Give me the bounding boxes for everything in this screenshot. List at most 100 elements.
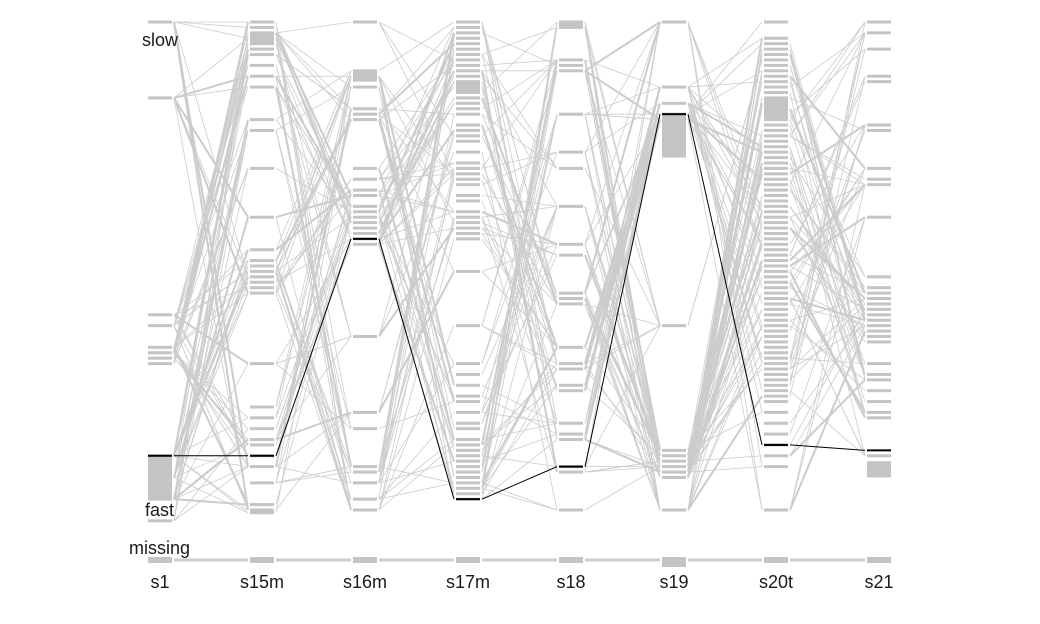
flow-line bbox=[275, 216, 352, 272]
flow-line bbox=[173, 352, 249, 457]
flow-line bbox=[687, 38, 763, 456]
s17m-level-bar bbox=[456, 362, 480, 366]
s16m-level-bar bbox=[353, 107, 377, 111]
flow-line bbox=[378, 76, 455, 500]
highlight-tick bbox=[764, 443, 788, 446]
flow-line bbox=[481, 135, 558, 294]
s17m-level-bar bbox=[456, 427, 480, 431]
s18-level-bar bbox=[559, 508, 583, 512]
s17m-level-bar bbox=[456, 177, 480, 181]
flow-line bbox=[378, 238, 455, 511]
flow-line bbox=[378, 162, 455, 180]
s15m-level-bar bbox=[250, 85, 274, 89]
s17m-level-bar bbox=[456, 486, 480, 490]
flow-line bbox=[789, 298, 866, 456]
s19-level-bar bbox=[662, 20, 686, 24]
s17m-level-bar bbox=[456, 150, 480, 154]
s16m-level-bar bbox=[353, 334, 377, 338]
s18-level-bar bbox=[559, 63, 583, 67]
highlight-segment bbox=[378, 238, 455, 500]
s16m-level-bar bbox=[353, 194, 377, 198]
s20t-level-bar bbox=[764, 400, 788, 404]
s15m-level-bar bbox=[250, 47, 274, 51]
flow-line bbox=[789, 168, 866, 186]
flow-line bbox=[789, 75, 866, 170]
s21-level-bar bbox=[867, 378, 891, 382]
flow-line bbox=[378, 168, 455, 483]
s1-level-bar bbox=[148, 20, 172, 24]
s20t-level-bar bbox=[764, 58, 788, 62]
s21-level-bar bbox=[867, 362, 891, 366]
flow-line bbox=[378, 217, 455, 483]
highlight-tick bbox=[148, 454, 172, 457]
s20t-level-bar bbox=[764, 199, 788, 203]
flow-line bbox=[687, 336, 763, 511]
s20t-level-bar bbox=[764, 74, 788, 78]
flow-line bbox=[789, 81, 866, 256]
s17m-level-bar bbox=[456, 394, 480, 398]
flow-line bbox=[584, 255, 661, 451]
flow-line bbox=[378, 114, 455, 272]
flow-line bbox=[275, 76, 352, 272]
s17m-level-bar bbox=[456, 107, 480, 111]
flow-line bbox=[275, 411, 352, 441]
s1-level-bar bbox=[148, 356, 172, 360]
s21-level-bar bbox=[867, 31, 891, 35]
s20t-level-bar bbox=[764, 237, 788, 241]
s17m-level-bar bbox=[456, 161, 480, 165]
s17m-level-bar bbox=[456, 421, 480, 425]
highlight-segment bbox=[789, 444, 866, 451]
flow-line bbox=[378, 179, 455, 483]
s17m-level-bar bbox=[456, 324, 480, 328]
flow-line bbox=[275, 217, 352, 505]
s21-level-bar bbox=[867, 123, 891, 127]
flow-line bbox=[173, 466, 249, 522]
s16m-level-bar bbox=[353, 427, 377, 431]
s20t-level-bar bbox=[764, 42, 788, 46]
s18-level-bar bbox=[559, 242, 583, 246]
flow-line bbox=[481, 59, 558, 110]
flow-line bbox=[789, 189, 866, 288]
axis-labels: s1 s15m s16m s17m s18 s19 s20t s21 bbox=[150, 572, 893, 592]
flow-line bbox=[275, 336, 352, 440]
flow-line bbox=[275, 86, 352, 234]
flow-line bbox=[687, 21, 763, 467]
s15m-level-bar bbox=[250, 405, 274, 409]
flow-line bbox=[173, 75, 249, 354]
s18-level-bar bbox=[559, 432, 583, 436]
s17m-level-bar bbox=[456, 438, 480, 442]
s16m-level-bar bbox=[353, 410, 377, 414]
s21-level-bar bbox=[867, 47, 891, 51]
flow-line bbox=[789, 135, 866, 180]
s20t-level-bar bbox=[764, 465, 788, 469]
s21-level-bar bbox=[867, 166, 891, 170]
s20t-level-bar bbox=[764, 367, 788, 371]
s1-level-bar bbox=[148, 313, 172, 317]
flow-line bbox=[378, 211, 455, 240]
s16m-level-bar bbox=[353, 508, 377, 512]
flow-line bbox=[789, 130, 866, 332]
s20t-level-bar bbox=[764, 454, 788, 458]
flow-line bbox=[173, 466, 249, 500]
flow-line bbox=[481, 455, 558, 468]
s20t-level-bar bbox=[764, 259, 788, 263]
flow-line bbox=[789, 48, 866, 115]
flow-line bbox=[687, 97, 763, 467]
flow-line bbox=[789, 81, 866, 337]
flow-line bbox=[378, 444, 455, 511]
flow-line bbox=[481, 114, 558, 413]
s1-level-bar bbox=[148, 351, 172, 355]
s15m-level-bar bbox=[250, 280, 274, 284]
flow-line bbox=[687, 102, 763, 148]
s19-level-bar bbox=[662, 324, 686, 328]
s20t-level-bar bbox=[764, 123, 788, 127]
flow-line bbox=[584, 21, 661, 72]
category-bars bbox=[148, 20, 891, 567]
flow-line bbox=[687, 325, 763, 511]
flow-line bbox=[378, 173, 455, 180]
s21-level-bar bbox=[867, 318, 891, 322]
flow-line bbox=[481, 439, 558, 500]
s18-level-bar bbox=[559, 302, 583, 306]
s16m-level-bar bbox=[353, 470, 377, 474]
flow-line bbox=[173, 477, 249, 514]
